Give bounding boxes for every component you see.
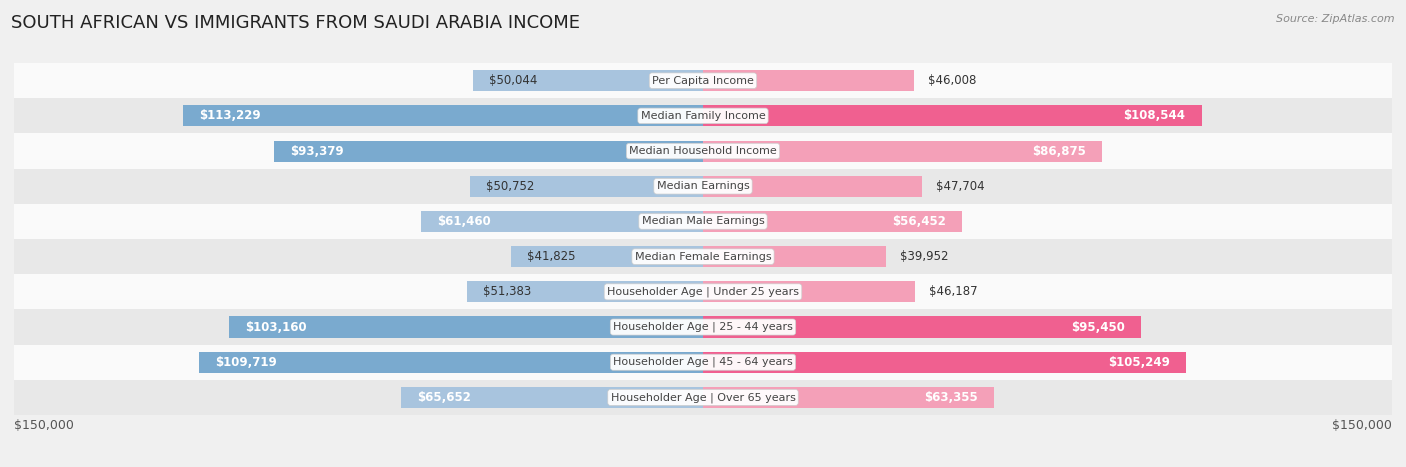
Text: $93,379: $93,379 (290, 145, 344, 157)
Bar (703, 141, 1102, 162)
Text: $86,875: $86,875 (1032, 145, 1085, 157)
Bar (474, 70, 703, 91)
Bar (703, 106, 1202, 127)
Bar (703, 352, 1187, 373)
Text: $46,008: $46,008 (928, 74, 976, 87)
Bar (14, 204, 1392, 239)
Text: Median Household Income: Median Household Income (628, 146, 778, 156)
Bar (703, 246, 887, 267)
Text: $65,652: $65,652 (418, 391, 471, 404)
Bar (703, 211, 962, 232)
Text: $56,452: $56,452 (893, 215, 946, 228)
Bar (14, 134, 1392, 169)
Text: Householder Age | 25 - 44 years: Householder Age | 25 - 44 years (613, 322, 793, 333)
Bar (703, 387, 994, 408)
Bar (14, 63, 1392, 98)
Bar (510, 246, 703, 267)
Bar (467, 281, 703, 303)
Bar (229, 317, 703, 338)
Bar (402, 387, 703, 408)
Text: Householder Age | 45 - 64 years: Householder Age | 45 - 64 years (613, 357, 793, 368)
Bar (14, 345, 1392, 380)
Text: SOUTH AFRICAN VS IMMIGRANTS FROM SAUDI ARABIA INCOME: SOUTH AFRICAN VS IMMIGRANTS FROM SAUDI A… (11, 14, 581, 32)
Text: Median Male Earnings: Median Male Earnings (641, 216, 765, 226)
Text: $109,719: $109,719 (215, 356, 277, 369)
Text: $51,383: $51,383 (484, 285, 531, 298)
Bar (14, 98, 1392, 134)
Text: $39,952: $39,952 (900, 250, 949, 263)
Text: $150,000: $150,000 (14, 419, 75, 432)
Bar (200, 352, 703, 373)
Bar (470, 176, 703, 197)
Bar (703, 317, 1142, 338)
Text: $108,544: $108,544 (1123, 109, 1185, 122)
Text: $61,460: $61,460 (437, 215, 491, 228)
Bar (703, 176, 922, 197)
Text: $50,752: $50,752 (486, 180, 534, 193)
Bar (14, 274, 1392, 310)
Bar (703, 281, 915, 303)
Text: $46,187: $46,187 (929, 285, 977, 298)
Text: $63,355: $63,355 (924, 391, 979, 404)
Text: $105,249: $105,249 (1108, 356, 1170, 369)
Text: Median Earnings: Median Earnings (657, 181, 749, 191)
Bar (14, 239, 1392, 274)
Text: Per Capita Income: Per Capita Income (652, 76, 754, 85)
Bar (14, 169, 1392, 204)
Text: Source: ZipAtlas.com: Source: ZipAtlas.com (1277, 14, 1395, 24)
Text: $103,160: $103,160 (245, 320, 307, 333)
Bar (14, 380, 1392, 415)
Text: $95,450: $95,450 (1071, 320, 1125, 333)
Text: $150,000: $150,000 (1331, 419, 1392, 432)
Bar (183, 106, 703, 127)
Bar (420, 211, 703, 232)
Text: $50,044: $50,044 (489, 74, 537, 87)
Bar (14, 310, 1392, 345)
Text: Householder Age | Under 25 years: Householder Age | Under 25 years (607, 287, 799, 297)
Text: $47,704: $47,704 (936, 180, 984, 193)
Text: Median Female Earnings: Median Female Earnings (634, 252, 772, 262)
Bar (703, 70, 914, 91)
Text: Householder Age | Over 65 years: Householder Age | Over 65 years (610, 392, 796, 403)
Text: Median Family Income: Median Family Income (641, 111, 765, 121)
Bar (274, 141, 703, 162)
Text: $113,229: $113,229 (200, 109, 260, 122)
Text: $41,825: $41,825 (527, 250, 575, 263)
